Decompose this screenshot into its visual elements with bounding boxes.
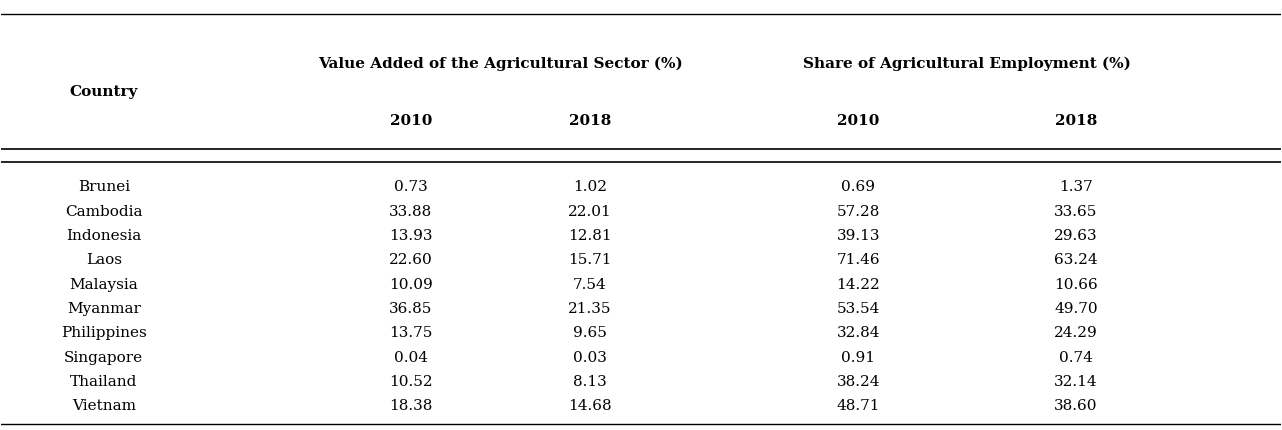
Text: 32.14: 32.14 xyxy=(1054,375,1097,389)
Text: Value Added of the Agricultural Sector (%): Value Added of the Agricultural Sector (… xyxy=(318,56,682,71)
Text: 71.46: 71.46 xyxy=(837,253,881,267)
Text: 2018: 2018 xyxy=(1055,114,1097,128)
Text: 36.85: 36.85 xyxy=(388,302,432,316)
Text: 7.54: 7.54 xyxy=(573,278,606,292)
Text: 33.88: 33.88 xyxy=(390,205,432,218)
Text: 24.29: 24.29 xyxy=(1054,326,1097,340)
Text: 0.73: 0.73 xyxy=(394,180,428,194)
Text: Brunei: Brunei xyxy=(78,180,129,194)
Text: 63.24: 63.24 xyxy=(1054,253,1097,267)
Text: 2010: 2010 xyxy=(837,114,879,128)
Text: Country: Country xyxy=(69,85,138,99)
Text: 33.65: 33.65 xyxy=(1054,205,1097,218)
Text: 0.03: 0.03 xyxy=(573,351,606,365)
Text: 15.71: 15.71 xyxy=(568,253,612,267)
Text: 39.13: 39.13 xyxy=(837,229,881,243)
Text: 0.69: 0.69 xyxy=(841,180,876,194)
Text: 38.60: 38.60 xyxy=(1054,399,1097,413)
Text: Indonesia: Indonesia xyxy=(67,229,141,243)
Text: 21.35: 21.35 xyxy=(568,302,612,316)
Text: Myanmar: Myanmar xyxy=(67,302,141,316)
Text: 32.84: 32.84 xyxy=(837,326,881,340)
Text: 0.91: 0.91 xyxy=(841,351,876,365)
Text: 13.93: 13.93 xyxy=(388,229,432,243)
Text: 10.52: 10.52 xyxy=(388,375,432,389)
Text: Cambodia: Cambodia xyxy=(65,205,142,218)
Text: 2010: 2010 xyxy=(390,114,432,128)
Text: 10.09: 10.09 xyxy=(388,278,432,292)
Text: Malaysia: Malaysia xyxy=(69,278,138,292)
Text: 14.68: 14.68 xyxy=(568,399,612,413)
Text: 2018: 2018 xyxy=(569,114,612,128)
Text: Laos: Laos xyxy=(86,253,122,267)
Text: 1.02: 1.02 xyxy=(573,180,606,194)
Text: 29.63: 29.63 xyxy=(1054,229,1097,243)
Text: 57.28: 57.28 xyxy=(837,205,881,218)
Text: 53.54: 53.54 xyxy=(837,302,881,316)
Text: Share of Agricultural Employment (%): Share of Agricultural Employment (%) xyxy=(804,56,1131,71)
Text: 48.71: 48.71 xyxy=(837,399,881,413)
Text: 0.74: 0.74 xyxy=(1059,351,1092,365)
Text: 8.13: 8.13 xyxy=(573,375,606,389)
Text: 12.81: 12.81 xyxy=(568,229,612,243)
Text: 0.04: 0.04 xyxy=(394,351,428,365)
Text: 22.60: 22.60 xyxy=(388,253,432,267)
Text: 14.22: 14.22 xyxy=(837,278,881,292)
Text: 49.70: 49.70 xyxy=(1054,302,1097,316)
Text: 9.65: 9.65 xyxy=(573,326,606,340)
Text: Singapore: Singapore xyxy=(64,351,144,365)
Text: 13.75: 13.75 xyxy=(388,326,432,340)
Text: Philippines: Philippines xyxy=(60,326,146,340)
Text: 18.38: 18.38 xyxy=(388,399,432,413)
Text: Vietnam: Vietnam xyxy=(72,399,136,413)
Text: 38.24: 38.24 xyxy=(837,375,881,389)
Text: 1.37: 1.37 xyxy=(1059,180,1092,194)
Text: Thailand: Thailand xyxy=(71,375,137,389)
Text: 22.01: 22.01 xyxy=(568,205,612,218)
Text: 10.66: 10.66 xyxy=(1054,278,1097,292)
